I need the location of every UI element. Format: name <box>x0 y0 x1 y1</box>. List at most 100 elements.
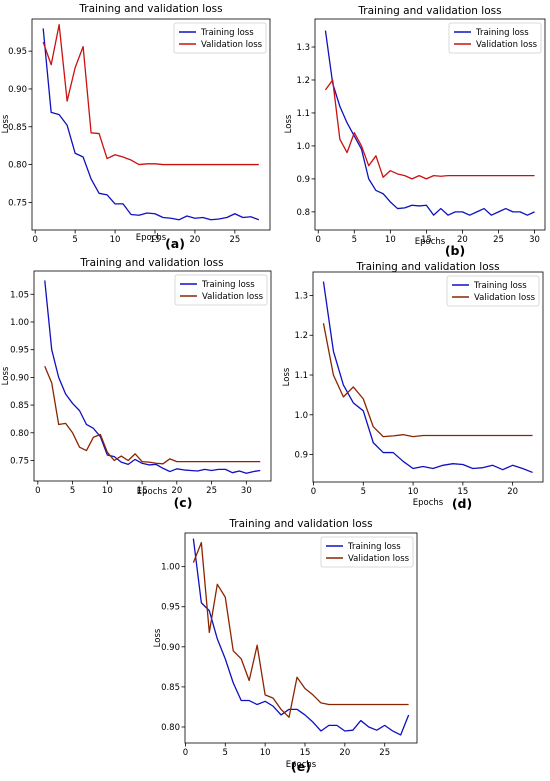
x-tick-label: 5 <box>72 235 77 245</box>
x-tick-label: 0 <box>32 235 37 245</box>
x-tick-label: 15 <box>137 486 148 496</box>
panel-label: (c) <box>174 495 193 510</box>
x-tick-label: 15 <box>150 235 161 245</box>
x-tick-label: 0 <box>316 235 321 245</box>
y-tick-label: 0.95 <box>8 47 27 57</box>
x-tick-label: 10 <box>102 486 113 496</box>
legend-entry: Training loss <box>200 28 254 38</box>
series-training-loss <box>324 30 535 216</box>
series-line <box>324 30 535 216</box>
x-tick-label: 15 <box>457 487 468 497</box>
chart-panel-b: Training and validation loss 0 5 10 15 20 25 30… <box>284 5 546 258</box>
x-axis-label: Epochs <box>415 237 446 247</box>
legend-entry: Training loss <box>475 28 529 38</box>
x-tick-label: 30 <box>241 486 252 496</box>
y-tick-label: 0.85 <box>8 123 27 133</box>
y-tick-label: 0.85 <box>161 683 180 693</box>
chart-panel-a: Training and validation loss 0 5 10 15 20 25 0.… <box>1 3 271 251</box>
plot-area-frame <box>312 271 544 483</box>
x-tick-label: 10 <box>110 235 121 245</box>
y-axis-label: Loss <box>1 114 11 133</box>
series-line <box>42 28 260 221</box>
legend-entry: Validation loss <box>201 40 263 50</box>
x-axis-label: Epochs <box>137 487 168 497</box>
y-axis-label: Loss <box>284 114 294 133</box>
y-tick-label: 1.00 <box>161 563 180 573</box>
series-training-loss <box>322 281 533 474</box>
series-validation-loss <box>324 79 535 180</box>
y-tick-label: 0.9 <box>296 175 310 185</box>
x-tick-label: 20 <box>190 235 201 245</box>
x-tick-label: 25 <box>379 748 390 758</box>
y-tick-label: 1.0 <box>294 411 308 421</box>
y-tick-label: 1.1 <box>296 109 310 119</box>
legend-box <box>174 274 268 306</box>
x-tick-label: 5 <box>361 487 366 497</box>
x-tick-label: 25 <box>493 235 504 245</box>
x-tick-label: 20 <box>171 486 182 496</box>
x-tick-label: 20 <box>457 235 468 245</box>
y-tick-label: 0.90 <box>8 85 27 95</box>
y-axis-label: Loss <box>153 628 163 647</box>
x-tick-label: 20 <box>339 748 350 758</box>
x-tick-label: 5 <box>352 235 357 245</box>
legend: Training loss Validation loss <box>448 22 542 54</box>
legend-entry: Training loss <box>347 542 401 552</box>
y-tick-label: 0.75 <box>8 198 27 208</box>
x-tick-label: 0 <box>35 486 40 496</box>
chart-title: Training and validation loss <box>355 261 499 273</box>
chart-panel-c: Training and validation loss 0 5 10 15 20 25 30… <box>1 257 272 510</box>
x-axis-label: Epochs <box>136 233 167 243</box>
chart-panel-d: Training and validation loss 0 5 10 15 20 0.9 1… <box>282 261 544 511</box>
series-validation-loss <box>42 24 259 166</box>
series-training-loss <box>44 280 261 474</box>
legend-entry: Validation loss <box>202 292 264 302</box>
chart-title: Training and validation loss <box>78 3 222 15</box>
x-tick-label: 25 <box>229 235 240 245</box>
x-tick-label: 25 <box>206 486 217 496</box>
y-tick-label: 1.00 <box>10 318 29 328</box>
y-tick-label: 0.80 <box>161 723 180 733</box>
x-tick-label: 10 <box>260 748 271 758</box>
y-tick-label: 1.1 <box>294 371 308 381</box>
panel-label: (a) <box>165 236 185 251</box>
legend: Training loss Validation loss <box>320 536 414 568</box>
x-axis-label: Epochs <box>413 498 444 508</box>
x-tick-label: 5 <box>70 486 75 496</box>
y-tick-label: 0.80 <box>8 161 27 171</box>
chart-title: Training and validation loss <box>228 518 372 530</box>
legend: Training loss Validation loss <box>446 275 540 307</box>
plot-area-frame <box>184 532 418 744</box>
plot-area-frame <box>314 18 546 231</box>
chart-panel-e: Training and validation loss 0 5 10 15 20 25 0.… <box>153 518 418 774</box>
chart-title: Training and validation loss <box>357 5 501 17</box>
y-tick-label: 1.3 <box>296 43 310 53</box>
series-line <box>42 24 259 166</box>
legend-entry: Training loss <box>201 280 255 290</box>
y-tick-label: 1.2 <box>296 76 310 86</box>
y-tick-label: 1.0 <box>296 142 310 152</box>
y-tick-label: 0.9 <box>294 451 308 461</box>
series-line <box>44 280 261 474</box>
series-validation-loss <box>322 323 533 438</box>
y-tick-label: 0.95 <box>10 346 29 356</box>
series-line <box>192 541 409 718</box>
plot-area-frame <box>33 270 272 482</box>
panel-label: (e) <box>291 759 311 774</box>
plot-area-frame <box>31 18 271 231</box>
x-tick-label: 10 <box>385 235 396 245</box>
x-tick-label: 5 <box>223 748 228 758</box>
y-tick-label: 0.85 <box>10 401 29 411</box>
y-tick-label: 0.80 <box>10 429 29 439</box>
legend-box <box>320 536 414 568</box>
legend: Training loss Validation loss <box>173 22 267 54</box>
x-tick-label: 0 <box>311 487 316 497</box>
y-tick-label: 0.95 <box>161 603 180 613</box>
x-tick-label: 15 <box>421 235 432 245</box>
y-tick-label: 0.90 <box>161 643 180 653</box>
panel-label: (d) <box>452 496 472 511</box>
y-axis-label: Loss <box>1 366 11 385</box>
legend-entry: Training loss <box>473 281 527 291</box>
y-tick-label: 0.90 <box>10 373 29 383</box>
